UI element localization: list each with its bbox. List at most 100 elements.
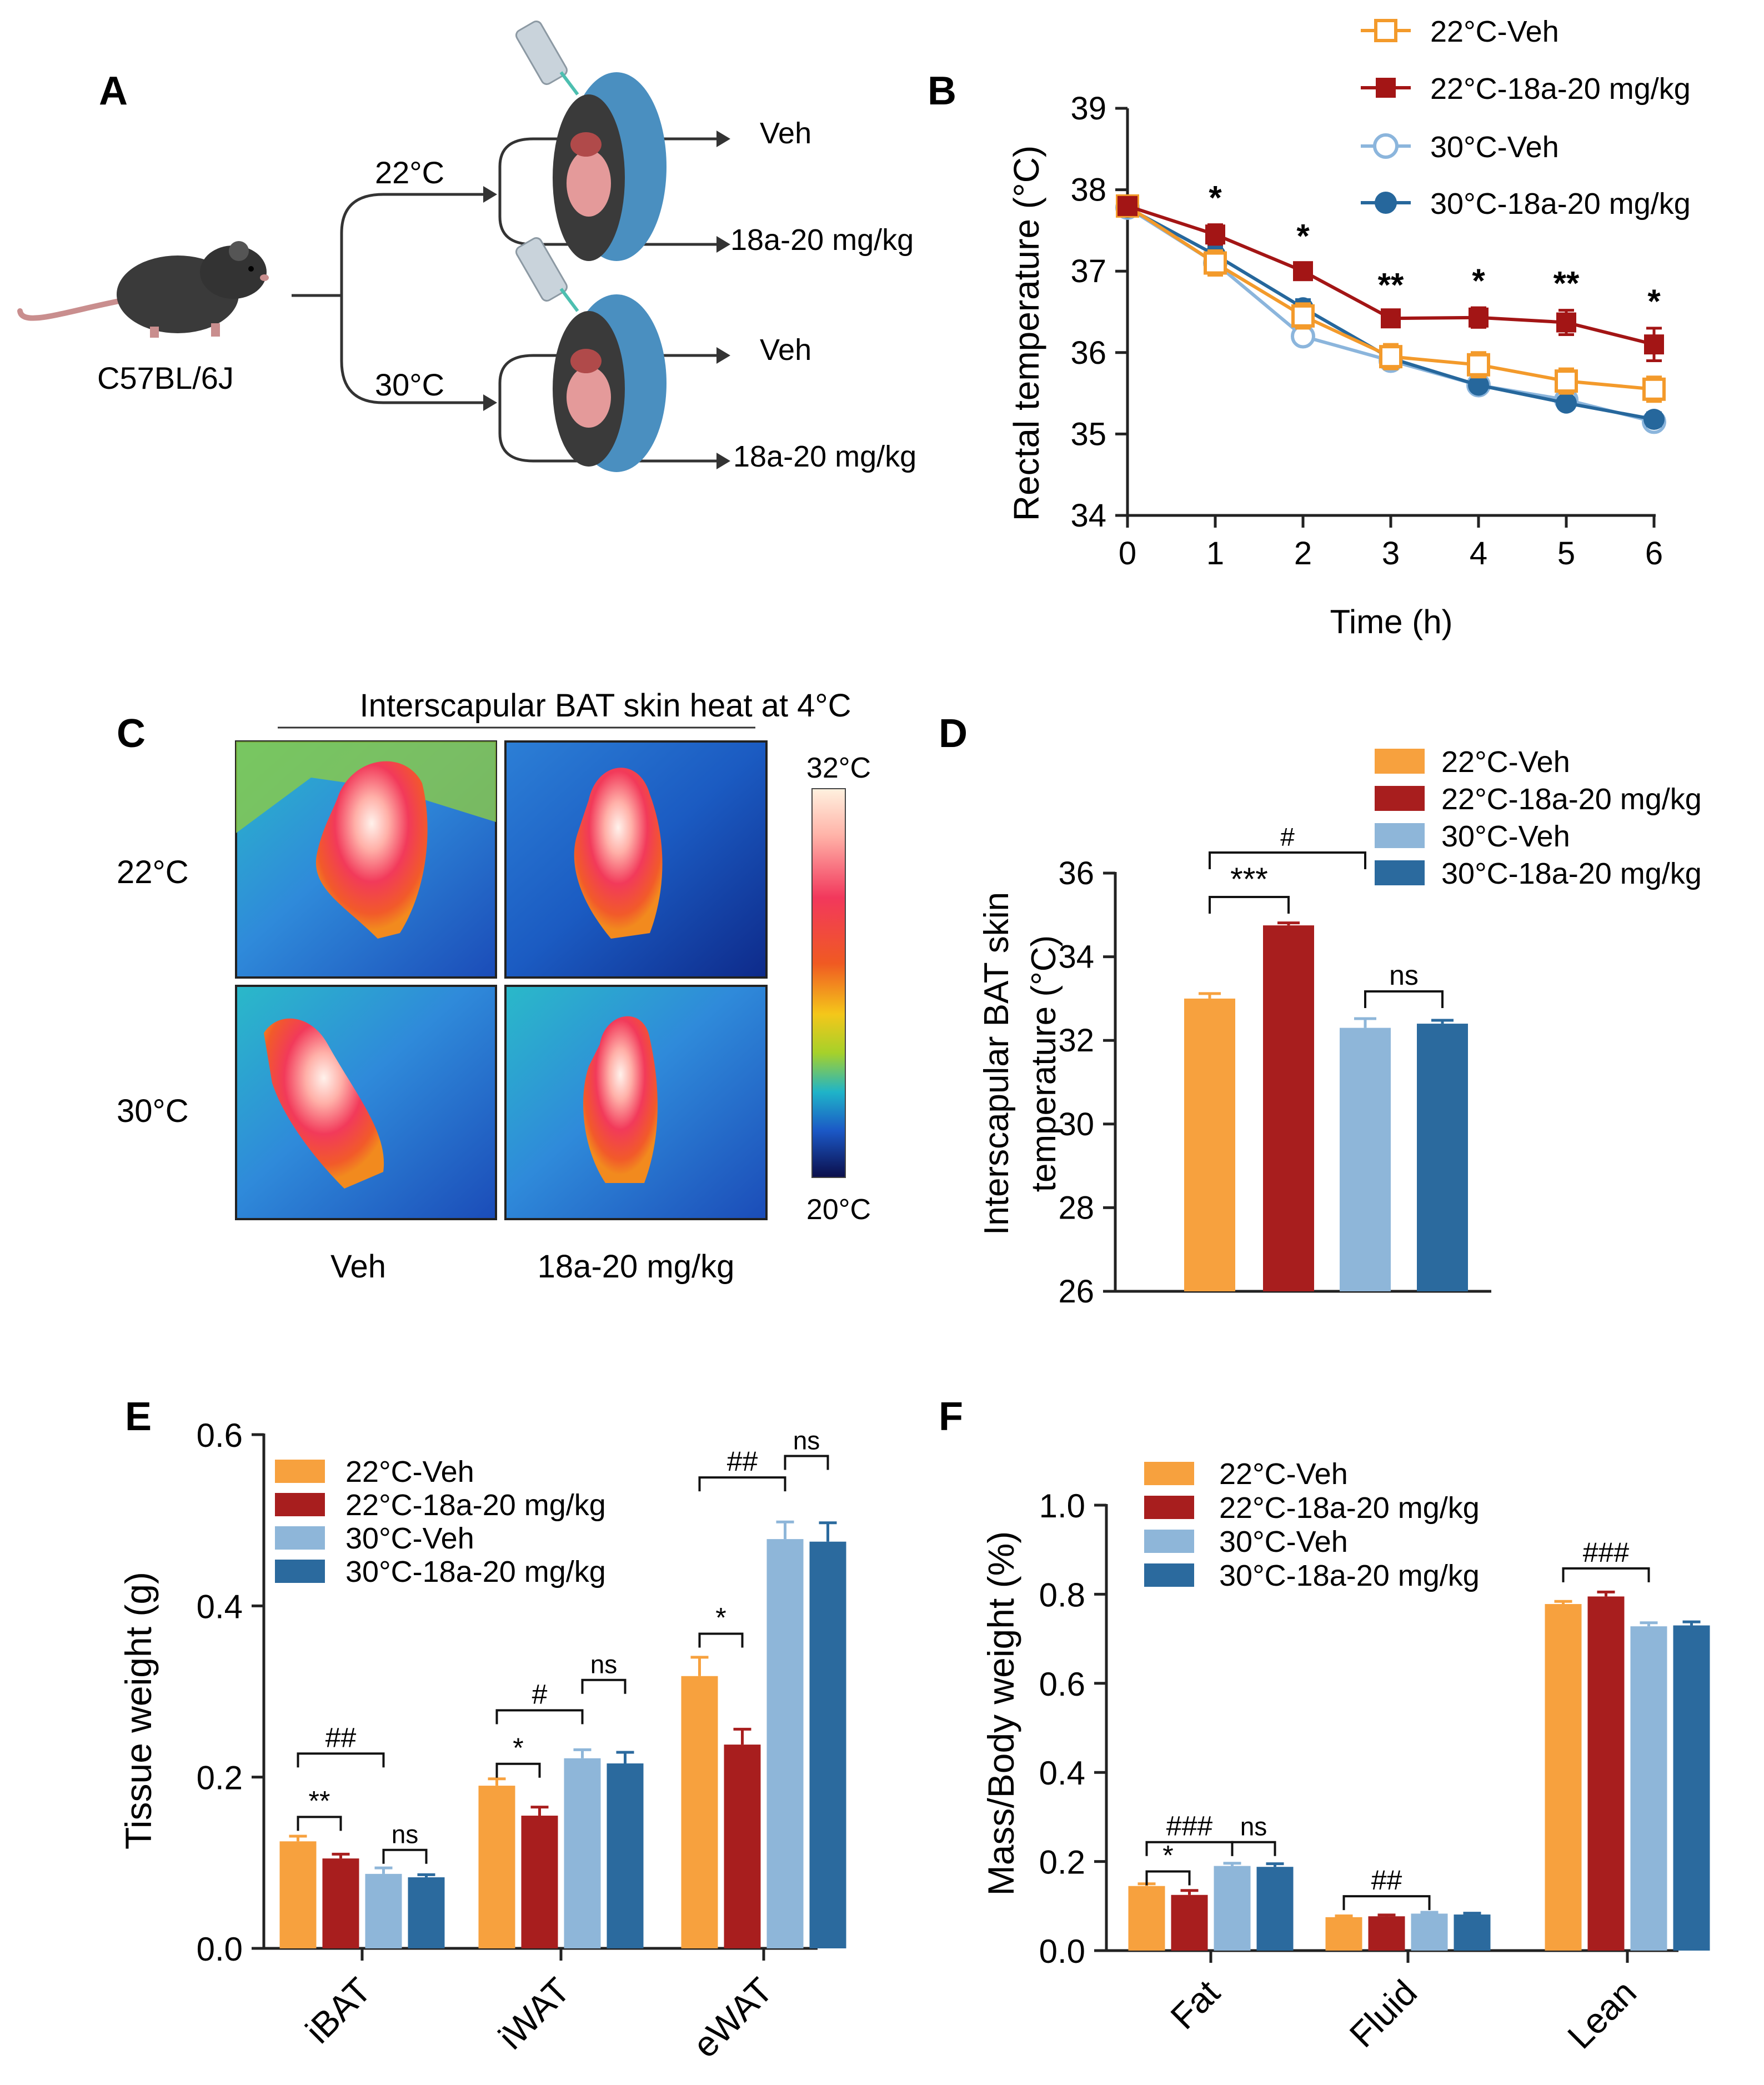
f-bar [1128, 1886, 1165, 1951]
e-bar [564, 1758, 601, 1948]
e-bar [607, 1763, 644, 1948]
e-sig-3-bracket [495, 1762, 541, 1778]
e-legend-veh30: 30°C-Veh [345, 1522, 474, 1555]
b-point [1291, 304, 1315, 328]
e-legend-drug22: 22°C-18a-20 mg/kg [345, 1488, 606, 1522]
e-bar [521, 1816, 558, 1948]
d-bar [1340, 1028, 1391, 1291]
e-bar [724, 1745, 761, 1948]
design-arrowheads [483, 131, 730, 469]
f-bar [1673, 1625, 1710, 1951]
b-point [1379, 345, 1402, 369]
f-bar [1630, 1626, 1667, 1951]
e-sig-1-label: ## [325, 1722, 357, 1753]
f-bar [1454, 1914, 1491, 1951]
e-bar [478, 1786, 515, 1948]
thermal-image-22c-veh [235, 740, 497, 979]
d-sig-1-bracket [1209, 851, 1366, 869]
b-x-tick-label: 4 [1470, 535, 1487, 572]
b-significance-mark: ** [1378, 267, 1404, 304]
e-legend-drug30: 30°C-18a-20 mg/kg [345, 1555, 606, 1588]
f-y-tick-label: 1.0 [1039, 1487, 1085, 1525]
b-legend-drug22: 22°C-18a-20 mg/kg [1430, 72, 1691, 106]
d-legend-swatch-drug22 [1375, 786, 1425, 811]
b-point [1205, 224, 1225, 245]
c-col-drug: 18a-20 mg/kg [538, 1249, 735, 1285]
e-x-tick-label: iWAT [490, 1970, 577, 2057]
b-y-axis-label: Rectal temperature (°C) [1006, 146, 1046, 521]
b-legend-item-veh30: 30°C-Veh [1361, 131, 1559, 164]
f-sig-2-bracket [1231, 1841, 1276, 1856]
b-x-tick-label: 2 [1294, 535, 1312, 572]
b-legend-veh22: 22°C-Veh [1430, 15, 1559, 48]
panel-d: D Interscapular BAT skin temperature (°C… [939, 711, 1702, 1310]
f-sig-3-label: ## [1371, 1865, 1402, 1896]
f-x-tick-label: Fat [1163, 1972, 1227, 2037]
b-y-tick-label: 34 [1070, 498, 1106, 534]
e-legend-swatch-veh30 [275, 1526, 325, 1550]
f-x-tick-label: Lean [1560, 1972, 1644, 2057]
e-marks: ** ## ns * # ns * ## ns [279, 1426, 846, 1948]
f-legend: 22°C-Veh 22°C-18a-20 mg/kg 30°C-Veh 30°C… [1144, 1457, 1480, 1592]
b-x-tick-label: 0 [1119, 535, 1136, 572]
b-significance-mark: * [1647, 283, 1661, 320]
f-bar [1171, 1894, 1208, 1951]
panel-a: A C57BL/6J [17, 21, 916, 473]
d-y-tick-label: 28 [1058, 1190, 1094, 1226]
f-bar [1587, 1596, 1625, 1951]
f-legend-swatch-drug30 [1144, 1563, 1194, 1587]
panel-f: F Mass/Body weight (%) 0.0 0.2 0.4 0.6 0.8 1.… [939, 1395, 1710, 2057]
f-y-tick-label: 0.8 [1039, 1576, 1085, 1613]
syringe-icon [515, 237, 579, 312]
f-bar [1411, 1913, 1448, 1951]
b-x-tick-label: 1 [1206, 535, 1224, 572]
b-point [1555, 369, 1578, 393]
mouse-anatomy-icon [553, 294, 666, 472]
c-scale-min: 20°C [806, 1194, 871, 1226]
e-sig-3-label: * [513, 1732, 523, 1763]
f-legend-drug30: 30°C-18a-20 mg/kg [1219, 1559, 1480, 1592]
b-point [1204, 251, 1227, 275]
f-y-tick-label: 0.0 [1039, 1933, 1085, 1970]
f-sig-4-label: ### [1583, 1537, 1630, 1568]
panel-letter-e: E [125, 1395, 152, 1439]
e-sig-1-bracket [297, 1752, 385, 1768]
f-sig-1-label: ### [1166, 1811, 1213, 1842]
thermal-image-30c-drug [504, 985, 768, 1220]
d-legend-swatch-veh30 [1375, 823, 1425, 848]
b-significance-mark: * [1296, 218, 1310, 255]
b-significance-mark: * [1472, 262, 1485, 299]
d-sig-0-bracket [1209, 896, 1290, 914]
e-legend: 22°C-Veh 22°C-18a-20 mg/kg 30°C-Veh 30°C… [275, 1455, 606, 1588]
f-bar [1256, 1867, 1294, 1951]
e-sig-0-bracket [297, 1816, 342, 1831]
c-row-22c: 22°C [117, 854, 189, 890]
d-y-tick-label: 26 [1058, 1274, 1094, 1310]
panel-letter-a: A [99, 69, 128, 113]
e-sig-0-label: ** [309, 1785, 330, 1816]
b-significance-mark: * [1209, 179, 1222, 217]
b-y-tick-label: 37 [1070, 253, 1106, 289]
e-sig-5-label: ns [590, 1650, 618, 1679]
f-bar [1545, 1604, 1582, 1951]
b-point [1556, 392, 1577, 414]
f-legend-swatch-veh22 [1144, 1462, 1194, 1485]
f-legend-veh30: 30°C-Veh [1219, 1525, 1348, 1558]
condition-30c: 30°C [375, 367, 444, 402]
b-x-axis-label: Time (h) [1330, 603, 1452, 640]
c-title: Interscapular BAT skin heat at 4°C [359, 688, 851, 724]
d-y-axis-label-2: temperature (°C) [1025, 935, 1063, 1192]
panel-letter-d: D [939, 711, 968, 756]
b-legend-item-drug22: 22°C-18a-20 mg/kg [1361, 72, 1691, 106]
b-significance-mark: ** [1553, 265, 1580, 302]
e-bar [681, 1676, 718, 1948]
d-bar [1184, 998, 1235, 1291]
e-sig-4-label: # [532, 1678, 548, 1710]
d-y-tick-label: 30 [1058, 1106, 1094, 1142]
e-sig-2-label: ns [392, 1820, 419, 1849]
d-marks: *** # ns [1184, 823, 1468, 1291]
panel-c: C Interscapular BAT skin heat at 4°C 22°… [117, 688, 871, 1285]
f-legend-veh22: 22°C-Veh [1219, 1457, 1348, 1491]
d-legend-drug22: 22°C-18a-20 mg/kg [1441, 783, 1702, 816]
